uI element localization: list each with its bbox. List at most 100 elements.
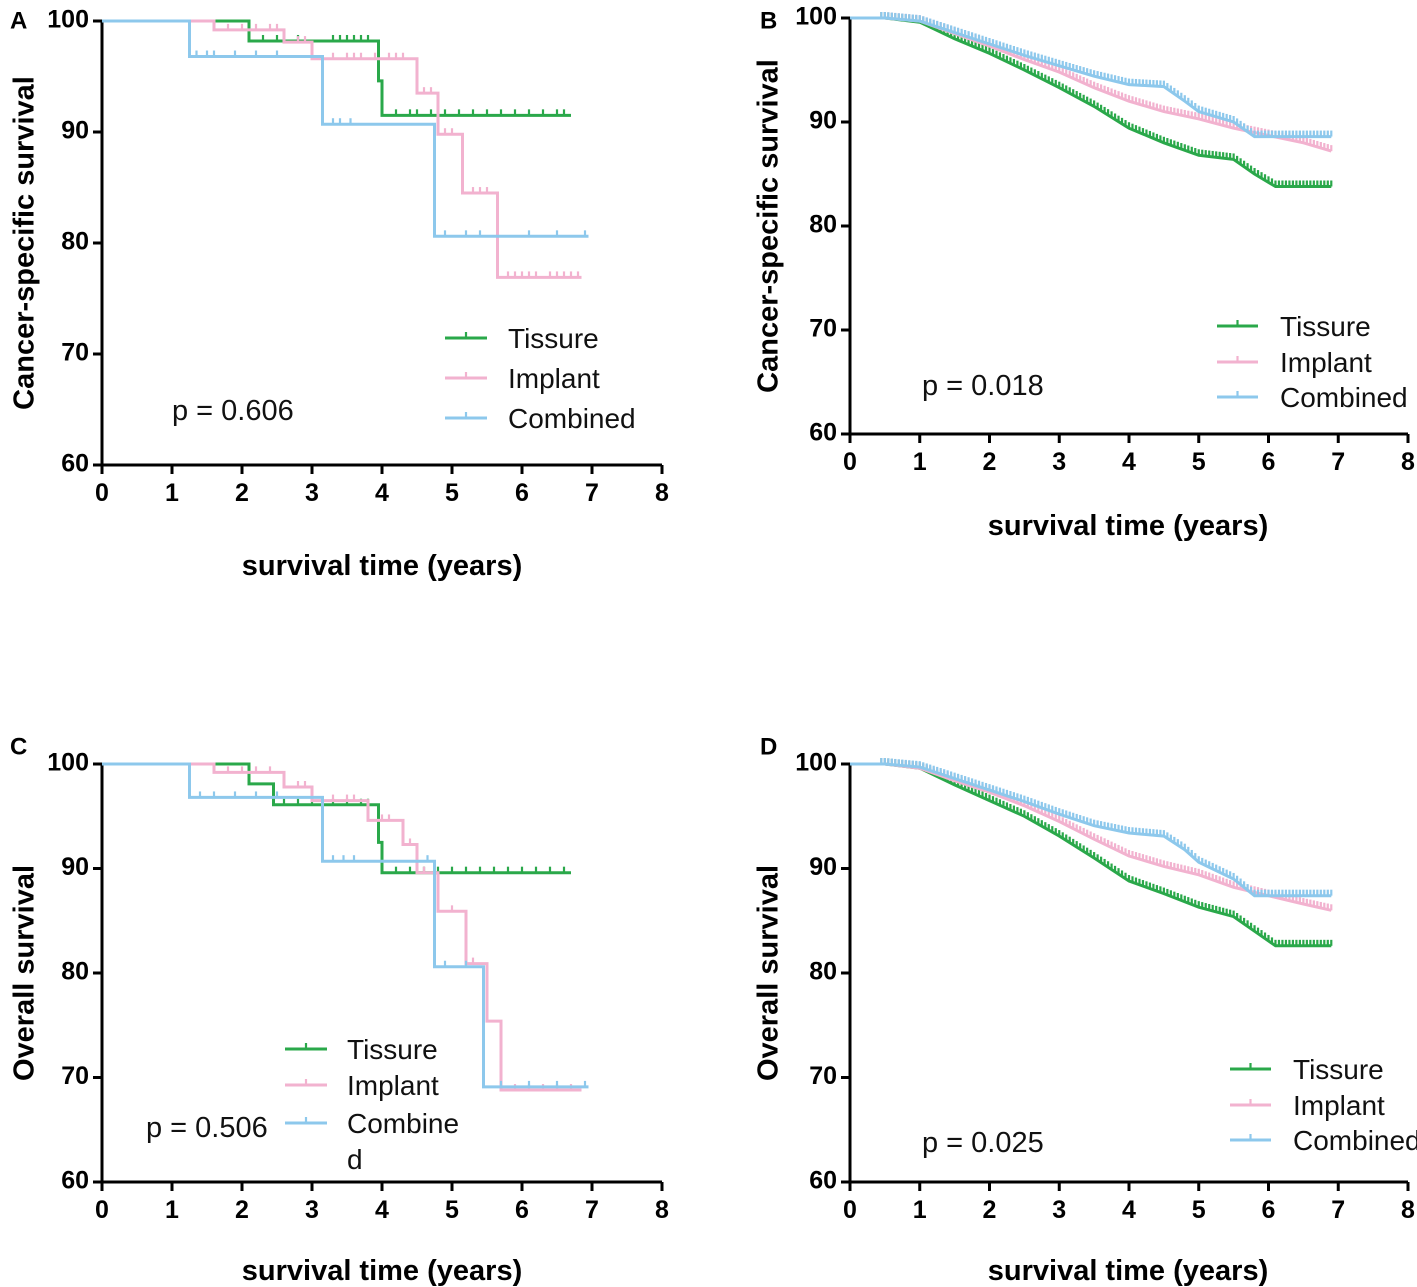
- legend-label: Tissure: [1293, 1054, 1384, 1085]
- legend-label: Combined: [508, 403, 636, 434]
- p-value: p = 0.025: [922, 1127, 1044, 1159]
- legend-label-line: Combined: [1280, 382, 1408, 413]
- legend-label: Implant: [347, 1070, 439, 1101]
- legend-label-line: Implant: [1280, 347, 1372, 378]
- x-tick-label: 0: [95, 1196, 109, 1224]
- x-tick-label: 2: [235, 479, 249, 507]
- x-tick-label: 6: [1262, 448, 1276, 476]
- y-axis-title: Overall survival: [753, 865, 785, 1081]
- series-combined: [850, 12, 1333, 139]
- survival-curve-tissure: [102, 19, 571, 117]
- y-tick-label: 60: [809, 1167, 837, 1195]
- x-tick-label: 6: [515, 1196, 529, 1224]
- x-axis-title: survival time (years): [242, 550, 522, 582]
- legend-label: Implant: [508, 363, 600, 394]
- x-tick-label: 4: [375, 479, 389, 507]
- survival-curve-tissure: [102, 762, 571, 875]
- y-tick-label: 90: [61, 853, 89, 881]
- y-tick-label: 90: [61, 117, 89, 145]
- x-tick-label: 4: [1122, 448, 1136, 476]
- x-tick-label: 7: [585, 1196, 599, 1224]
- x-tick-label: 2: [235, 1196, 249, 1224]
- legend-label-line: Combined: [1293, 1125, 1417, 1156]
- x-tick-label: 1: [165, 479, 179, 507]
- panel-label: D: [760, 733, 777, 760]
- x-tick-label: 5: [1192, 448, 1206, 476]
- legend-label-line: d: [347, 1144, 363, 1175]
- x-tick-label: 3: [1052, 448, 1066, 476]
- y-tick-label: 60: [61, 450, 89, 478]
- x-tick-label: 2: [983, 1196, 997, 1224]
- survival-curve-implant: [102, 762, 582, 1092]
- y-tick-label: 100: [47, 6, 89, 34]
- y-tick-label: 90: [809, 107, 837, 135]
- y-tick-label: 80: [809, 211, 837, 239]
- panel-label: A: [10, 7, 27, 34]
- x-tick-label: 5: [1192, 1196, 1206, 1224]
- x-tick-label: 5: [445, 479, 459, 507]
- y-tick-label: 80: [809, 958, 837, 986]
- y-tick-label: 70: [61, 1062, 89, 1090]
- panel-label: B: [760, 7, 777, 34]
- x-tick-label: 4: [1122, 1196, 1136, 1224]
- chart-panel-d: D 60 70 80 90 100 0 1 2 3 4 5 6 7 8 survival time (year…: [753, 733, 1417, 1287]
- legend-label-line: Implant: [508, 363, 600, 394]
- chart-panel-b: B 60 70 80 90 100 0 1 2 3 4 5 6 7 8 survival time (year…: [753, 3, 1415, 542]
- x-tick-label: 8: [1401, 1196, 1415, 1224]
- legend-label: Combined: [1280, 382, 1408, 413]
- legend-label: Implant: [1293, 1090, 1385, 1121]
- legend-label-line: Combine: [347, 1108, 459, 1139]
- legend-label-line: Combined: [508, 403, 636, 434]
- y-axis-title: Overall survival: [9, 865, 41, 1081]
- y-tick-label: 60: [61, 1167, 89, 1195]
- x-tick-label: 6: [515, 479, 529, 507]
- y-tick-label: 70: [809, 315, 837, 343]
- x-tick-label: 3: [305, 479, 319, 507]
- y-axis-title: Cancer-specific survival: [753, 59, 785, 393]
- x-tick-label: 5: [445, 1196, 459, 1224]
- p-value: p = 0.018: [922, 370, 1044, 402]
- series-combined: [102, 19, 589, 238]
- y-tick-label: 70: [61, 339, 89, 367]
- survival-curve-combined: [102, 762, 589, 1089]
- series-tissure: [102, 762, 571, 875]
- legend-label-line: Implant: [1293, 1090, 1385, 1121]
- x-tick-label: 2: [983, 448, 997, 476]
- x-tick-label: 0: [95, 479, 109, 507]
- series-implant: [850, 12, 1333, 153]
- y-tick-label: 100: [795, 749, 837, 777]
- series-implant: [102, 19, 582, 279]
- x-tick-label: 1: [165, 1196, 179, 1224]
- x-tick-label: 8: [1401, 448, 1415, 476]
- y-tick-label: 80: [61, 958, 89, 986]
- legend-label: Combine d: [347, 1108, 459, 1175]
- legend-label: Tissure: [347, 1034, 438, 1065]
- series-combined: [102, 762, 589, 1089]
- x-tick-label: 0: [843, 1196, 857, 1224]
- survival-curve-combined: [102, 19, 589, 238]
- series-implant: [850, 758, 1333, 912]
- y-tick-label: 100: [47, 749, 89, 777]
- x-tick-label: 1: [913, 1196, 927, 1224]
- legend-label: Tissure: [508, 323, 599, 354]
- y-tick-label: 70: [809, 1062, 837, 1090]
- p-value: p = 0.506: [146, 1112, 268, 1144]
- legend-label-line: Tissure: [1280, 311, 1371, 342]
- chart-panel-a: A 60 70 80 90 100 0 1 2 3 4 5 6 7 8 survival time (year…: [9, 6, 669, 582]
- y-tick-label: 100: [795, 3, 837, 31]
- chart-panel-c: C 60 70 80 90 100 0 1 2 3 4 5 6 7 8 survival time (year…: [9, 733, 669, 1287]
- survival-curve-combined: [850, 762, 1332, 898]
- legend-label-line: Tissure: [347, 1034, 438, 1065]
- survival-curve-implant: [102, 19, 582, 279]
- legend-label-line: Implant: [347, 1070, 439, 1101]
- x-tick-label: 3: [305, 1196, 319, 1224]
- legend-label: Combined: [1293, 1125, 1417, 1156]
- legend-label-line: Tissure: [508, 323, 599, 354]
- x-tick-label: 6: [1262, 1196, 1276, 1224]
- series-implant: [102, 762, 582, 1092]
- p-value: p = 0.606: [172, 395, 294, 427]
- x-tick-label: 0: [843, 448, 857, 476]
- x-tick-label: 7: [585, 479, 599, 507]
- x-tick-label: 1: [913, 448, 927, 476]
